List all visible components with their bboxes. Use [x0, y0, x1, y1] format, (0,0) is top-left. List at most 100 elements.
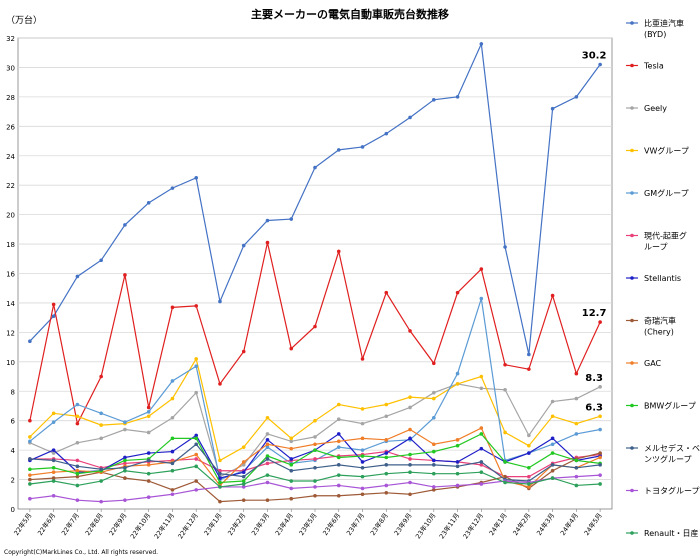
data-point [360, 145, 365, 149]
data-point [218, 480, 222, 485]
data-point [598, 320, 602, 324]
data-point [336, 493, 341, 498]
x-tick-label: 23年12月 [461, 511, 485, 540]
data-point [51, 420, 56, 424]
data-point [360, 486, 365, 491]
y-tick-label: 6 [11, 418, 16, 426]
data-point [99, 499, 103, 504]
data-point [455, 471, 460, 476]
data-point [289, 436, 294, 441]
x-tick-label: 23年4月 [273, 511, 295, 537]
data-point [336, 417, 341, 422]
data-point [51, 411, 56, 416]
data-point [313, 165, 317, 170]
legend-label: トヨタグループ [644, 486, 700, 496]
data-point [384, 471, 389, 476]
data-point [146, 471, 151, 476]
data-point [194, 433, 198, 438]
data-point [432, 485, 436, 489]
data-point [241, 349, 246, 354]
data-point [51, 493, 56, 498]
data-point [28, 477, 32, 482]
data-point [170, 415, 175, 420]
data-point [99, 479, 103, 483]
data-point [408, 395, 412, 399]
legend-label: 比亜迪汽車 [644, 18, 684, 28]
data-point [99, 423, 103, 427]
data-point [432, 449, 436, 454]
data-point [51, 479, 56, 483]
legend-label: BMWグループ [644, 401, 696, 411]
y-tick-label: 2 [11, 477, 15, 485]
data-point [598, 473, 602, 477]
data-point [550, 414, 555, 419]
data-point [336, 432, 341, 436]
data-point [241, 470, 246, 475]
x-tick-label: 23年1月 [202, 511, 224, 537]
data-point [289, 217, 294, 221]
data-point [123, 455, 127, 460]
data-point [75, 474, 80, 479]
data-point [28, 496, 32, 501]
data-point [194, 464, 198, 469]
data-point [408, 329, 412, 333]
data-point [265, 445, 270, 449]
data-point [51, 448, 56, 452]
y-tick-label: 12 [6, 329, 15, 337]
data-point [28, 457, 32, 461]
data-point [408, 405, 412, 410]
data-point [336, 473, 341, 477]
data-point [28, 339, 32, 344]
x-tick-label: 24年5月 [582, 511, 604, 537]
data-point [99, 411, 103, 416]
data-point [265, 415, 270, 420]
legend-label: VWグループ [644, 146, 689, 156]
series-line [29, 41, 601, 355]
data-point [384, 290, 389, 295]
data-point [218, 485, 222, 489]
data-point [194, 176, 198, 180]
legend-label: GMグループ [644, 188, 689, 198]
data-point [218, 471, 222, 476]
data-point [550, 463, 555, 467]
x-tick-label: 23年3月 [249, 511, 271, 537]
data-point [51, 470, 56, 475]
data-point [289, 486, 294, 491]
data-point [265, 454, 270, 458]
data-point [146, 430, 151, 435]
x-tick-label: 22年11月 [152, 511, 176, 540]
data-point [51, 302, 56, 307]
data-point [194, 452, 198, 457]
data-point [455, 290, 460, 295]
y-tick-label: 28 [6, 94, 15, 102]
data-point [289, 468, 294, 473]
data-point [265, 438, 270, 442]
data-point [336, 249, 341, 254]
data-point [360, 421, 365, 426]
data-point [527, 482, 531, 486]
data-point [265, 432, 270, 436]
data-point [289, 457, 294, 461]
x-tick-label: 23年2月 [225, 511, 247, 537]
y-tick-label: 4 [11, 447, 16, 455]
data-point [384, 491, 389, 495]
legend-label: 現代-起亜グ [644, 231, 687, 241]
data-point [598, 451, 602, 455]
data-point [194, 488, 198, 492]
data-point [408, 452, 412, 457]
x-tick-label: 23年9月 [392, 511, 414, 537]
data-point [503, 387, 507, 392]
chart-title: 主要メーカーの電気自動車販売台数推移 [251, 8, 449, 21]
data-point [598, 482, 602, 486]
data-point [289, 463, 294, 467]
data-point [265, 442, 270, 447]
data-point [408, 115, 412, 120]
legend-marker [630, 191, 634, 195]
data-point [360, 465, 365, 470]
data-point [313, 485, 317, 489]
data-point [170, 436, 175, 441]
data-point [574, 371, 579, 376]
data-point [218, 299, 222, 304]
x-tick-label: 22年8月 [83, 511, 105, 537]
legend-marker [630, 531, 634, 535]
